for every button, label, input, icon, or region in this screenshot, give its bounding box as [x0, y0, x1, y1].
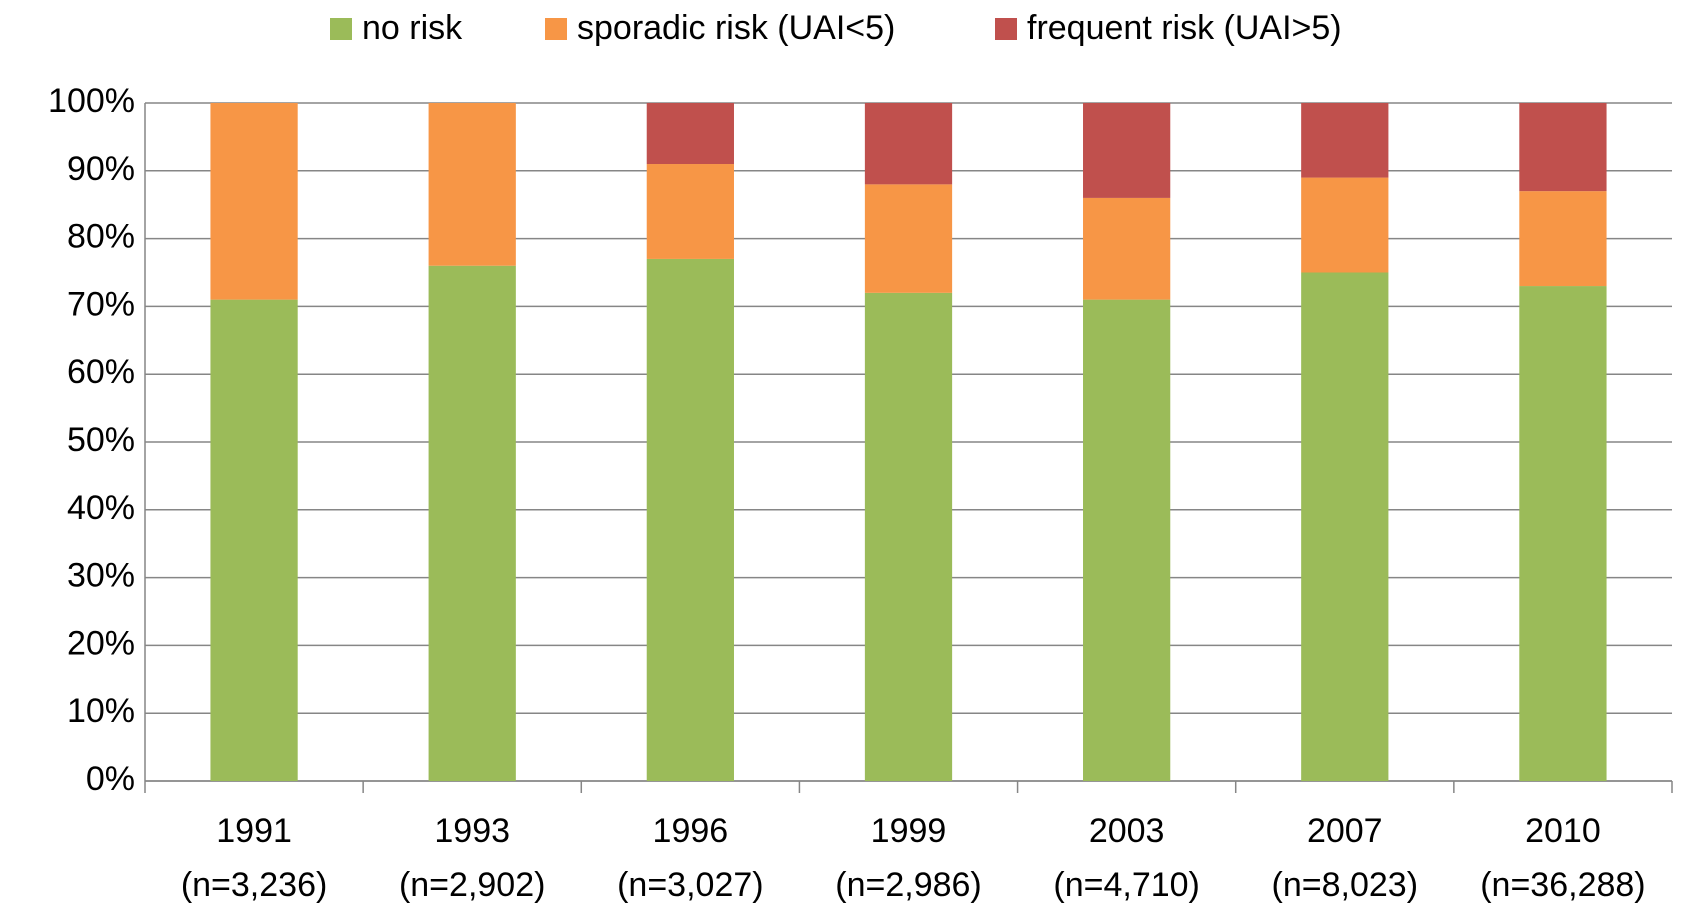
y-tick-label: 10%: [67, 692, 135, 730]
bar-segment: [1301, 103, 1389, 178]
y-tick-label: 70%: [67, 285, 135, 323]
y-tick-label: 40%: [67, 489, 135, 527]
bar-segment: [646, 164, 734, 259]
bar-segment: [646, 258, 734, 781]
bar-segment: [428, 265, 516, 782]
legend-swatch: [330, 18, 352, 40]
y-tick-label: 90%: [67, 150, 135, 188]
x-tick-label: 2010: [1525, 812, 1601, 850]
bar-segment: [210, 299, 298, 781]
bar-segment: [1519, 191, 1607, 287]
legend-label: frequent risk (UAI>5): [1027, 9, 1342, 47]
bar-segment: [864, 292, 953, 781]
y-tick-label: 50%: [67, 421, 135, 459]
y-tick-label: 20%: [67, 624, 135, 662]
bar-segment: [1083, 197, 1171, 300]
x-tick-label: 2007: [1307, 812, 1383, 850]
x-tick-label: (n=3,027): [617, 866, 764, 904]
x-tick-label: 2003: [1089, 812, 1165, 850]
bar-segment: [646, 103, 734, 165]
y-tick-label: 30%: [67, 557, 135, 595]
bar-segment: [1519, 286, 1607, 781]
y-tick-label: 0%: [86, 760, 135, 798]
bar-segment: [1519, 103, 1607, 192]
x-tick-label: 1993: [434, 812, 510, 850]
bar-segment: [1083, 103, 1171, 198]
y-tick-label: 80%: [67, 218, 135, 256]
bar-segment: [1301, 177, 1389, 273]
legend-swatch: [995, 18, 1017, 40]
x-tick-label: (n=2,986): [835, 866, 982, 904]
bar-segment: [1301, 272, 1389, 781]
x-tick-label: (n=36,288): [1480, 866, 1645, 904]
x-tick-label: (n=3,236): [181, 866, 328, 904]
bar-segment: [864, 103, 953, 185]
legend-label: no risk: [362, 9, 463, 47]
y-tick-label: 100%: [48, 82, 135, 120]
bar-segment: [210, 103, 298, 300]
x-tick-label: 1996: [653, 812, 729, 850]
legend-label: sporadic risk (UAI<5): [577, 9, 895, 47]
x-tick-label: (n=8,023): [1272, 866, 1419, 904]
x-tick-label: (n=4,710): [1053, 866, 1200, 904]
x-tick-label: (n=2,902): [399, 866, 546, 904]
x-tick-label: 1999: [871, 812, 947, 850]
x-tick-label: 1991: [216, 812, 292, 850]
bar-segment: [864, 184, 953, 293]
legend-swatch: [545, 18, 567, 40]
bar-segment: [428, 103, 516, 266]
y-tick-label: 60%: [67, 353, 135, 391]
bar-segment: [1083, 299, 1171, 781]
